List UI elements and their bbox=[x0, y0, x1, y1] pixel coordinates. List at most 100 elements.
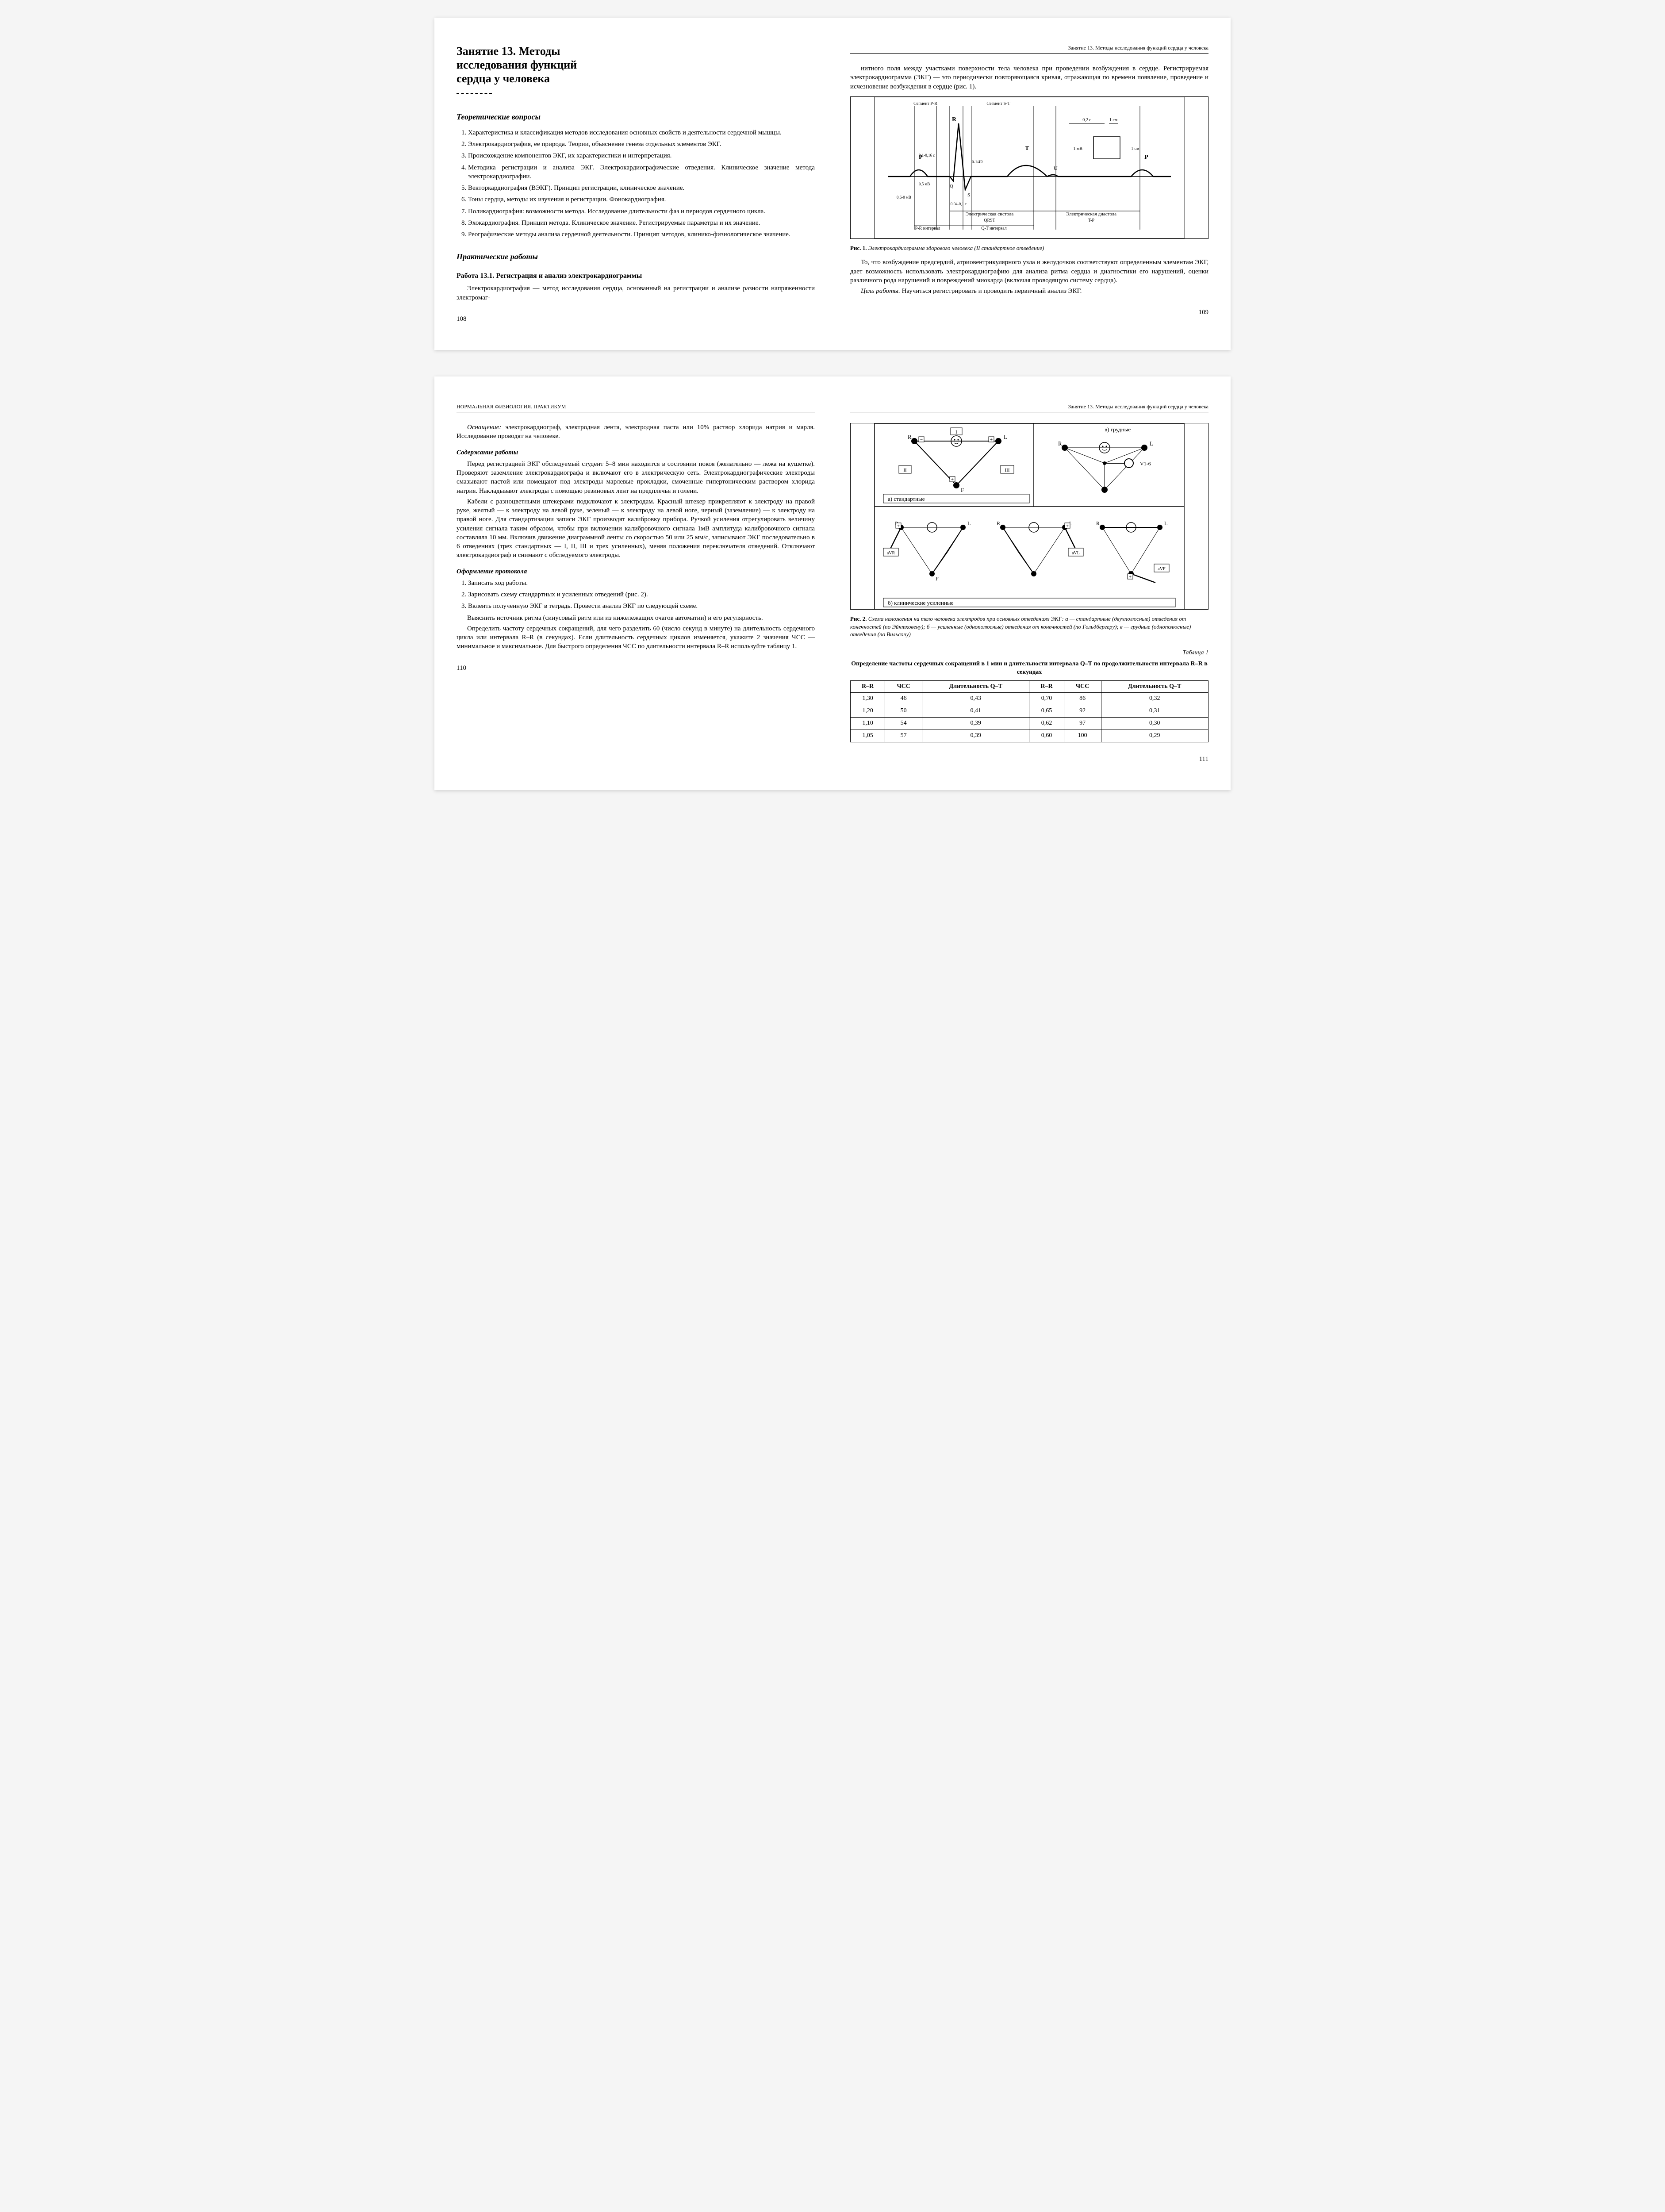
theory-item: Тоны сердца, методы их изучения и регист… bbox=[468, 195, 815, 204]
label: Электрическая диастола bbox=[1066, 211, 1116, 217]
figure-2-caption: Рис. 2. Схема наложения на тело человека… bbox=[850, 615, 1208, 638]
label: 0,2 с bbox=[1082, 118, 1091, 123]
label: R bbox=[952, 116, 957, 123]
equipment-paragraph: Оснащение: электрокардиограф, электродна… bbox=[457, 423, 815, 441]
running-head: Занятие 13. Методы исследования функций … bbox=[850, 44, 1208, 54]
td: 0,32 bbox=[1101, 693, 1208, 705]
work-title: Работа 13.1. Регистрация и анализ электр… bbox=[457, 271, 815, 281]
td: 50 bbox=[885, 705, 922, 718]
body-paragraph: Кабели с разноцветными штекерами подключ… bbox=[457, 497, 815, 560]
page-number: 111 bbox=[850, 755, 1208, 764]
label: aVL bbox=[1072, 551, 1080, 556]
lesson-title: Занятие 13. Методы исследования функций … bbox=[457, 44, 815, 86]
td: 1,05 bbox=[851, 730, 885, 742]
label: 0,5 мВ bbox=[919, 182, 930, 186]
label: R bbox=[997, 520, 1000, 526]
table-row: 1,10 54 0,39 0,62 97 0,30 bbox=[851, 718, 1208, 730]
th: R–R bbox=[1029, 680, 1064, 693]
th: ЧСС bbox=[1064, 680, 1101, 693]
label: L bbox=[1004, 434, 1007, 440]
table-label: Таблица 1 bbox=[850, 649, 1208, 657]
protocol-list: Записать ход работы. Зарисовать схему ст… bbox=[457, 579, 815, 611]
protocol-item: Записать ход работы. bbox=[468, 579, 815, 588]
table-title: Определение частоты сердечных сокращений… bbox=[850, 660, 1208, 677]
td: 1,10 bbox=[851, 718, 885, 730]
label: R bbox=[908, 434, 912, 440]
td: 0,62 bbox=[1029, 718, 1064, 730]
leads-diagram-svg: а) стандартные R L F bbox=[851, 423, 1208, 609]
work-intro: Электрокардиография — метод исследования… bbox=[457, 284, 815, 302]
label: V1-6 bbox=[1140, 461, 1151, 467]
body-paragraph: Определить частоту сердечных сокращений,… bbox=[457, 624, 815, 651]
td: 1,30 bbox=[851, 693, 885, 705]
figure-1-caption: Рис. 1. Рис. 1. Электрокардиограмма здор… bbox=[850, 244, 1208, 252]
page-number: 109 bbox=[850, 308, 1208, 317]
label: Q bbox=[950, 184, 953, 189]
page-number: 108 bbox=[457, 315, 815, 323]
td: 46 bbox=[885, 693, 922, 705]
caption-prefix: Рис. 2. bbox=[850, 615, 867, 622]
label: aVR bbox=[887, 551, 895, 556]
label: U bbox=[1054, 165, 1058, 171]
caption-prefix: Рис. 1. bbox=[850, 245, 867, 251]
ecg-diagram-svg: Сегмент P-R Сегмент S-T P R Q S T U P 0,… bbox=[851, 97, 1208, 238]
td: 0,29 bbox=[1101, 730, 1208, 742]
title-line: исследования функций bbox=[457, 58, 577, 71]
label: Сегмент P-R bbox=[913, 101, 937, 106]
td: 0,65 bbox=[1029, 705, 1064, 718]
table-row: 1,05 57 0,39 0,60 100 0,29 bbox=[851, 730, 1208, 742]
td: 86 bbox=[1064, 693, 1101, 705]
label: L bbox=[1164, 520, 1167, 526]
theory-item: Векторкардиография (ВЭКГ). Принцип регис… bbox=[468, 184, 815, 192]
td: 57 bbox=[885, 730, 922, 742]
protocol-item: Зарисовать схему стандартных и усиленных… bbox=[468, 590, 815, 599]
table-row: 1,20 50 0,41 0,65 92 0,31 bbox=[851, 705, 1208, 718]
label: 0-1/4R bbox=[972, 160, 983, 164]
label: 1 см bbox=[1109, 118, 1118, 123]
figure-2-leads: а) стандартные R L F bbox=[850, 423, 1208, 610]
label: R bbox=[1058, 440, 1062, 447]
label: P-R интервал bbox=[915, 226, 940, 231]
td: 1,20 bbox=[851, 705, 885, 718]
svg-text:+: + bbox=[897, 523, 900, 529]
th: ЧСС bbox=[885, 680, 922, 693]
label: 1 см bbox=[1131, 146, 1139, 151]
svg-text:−: − bbox=[920, 437, 923, 442]
table-head: R–R ЧСС Длительность Q–T R–R ЧСС Длитель… bbox=[851, 680, 1208, 693]
td: 97 bbox=[1064, 718, 1101, 730]
label: Сегмент S-T bbox=[986, 101, 1010, 106]
page-108: Занятие 13. Методы исследования функций … bbox=[457, 44, 815, 323]
td: 0,41 bbox=[922, 705, 1029, 718]
label: L bbox=[967, 520, 971, 526]
page-number: 110 bbox=[457, 664, 815, 672]
th: Длительность Q–T bbox=[1101, 680, 1208, 693]
theory-item: Характеристика и классификация методов и… bbox=[468, 128, 815, 137]
td: 0,39 bbox=[922, 718, 1029, 730]
theory-item: Электрокардиография, ее природа. Теории,… bbox=[468, 140, 815, 149]
figure-1-ecg: Сегмент P-R Сегмент S-T P R Q S T U P 0,… bbox=[850, 96, 1208, 239]
label: F bbox=[961, 487, 964, 493]
td: 54 bbox=[885, 718, 922, 730]
page-109: Занятие 13. Методы исследования функций … bbox=[850, 44, 1208, 323]
practical-heading: Практические работы bbox=[457, 251, 815, 262]
theory-item: Реографические методы анализа сердечной … bbox=[468, 230, 815, 239]
th: R–R bbox=[851, 680, 885, 693]
td: 0,31 bbox=[1101, 705, 1208, 718]
td: 100 bbox=[1064, 730, 1101, 742]
label: T bbox=[1025, 145, 1029, 152]
label: L bbox=[1150, 440, 1153, 447]
protocol-item: Вклеить полученную ЭКГ в тетрадь. Провес… bbox=[468, 602, 815, 611]
label: R bbox=[1096, 520, 1100, 526]
table-header-row: R–R ЧСС Длительность Q–T R–R ЧСС Длитель… bbox=[851, 680, 1208, 693]
protocol-heading: Оформление протокола bbox=[457, 567, 815, 576]
title-line: сердца у человека bbox=[457, 72, 550, 85]
td: 0,30 bbox=[1101, 718, 1208, 730]
label: aVF bbox=[1158, 567, 1166, 572]
label: а) стандартные bbox=[888, 495, 925, 502]
label: 0,04-0,1 с bbox=[951, 202, 967, 206]
body-paragraph: То, что возбуждение предсердий, атриовен… bbox=[850, 258, 1208, 285]
table-body: 1,30 46 0,43 0,70 86 0,32 1,20 50 0,41 0… bbox=[851, 693, 1208, 742]
spread-1: Занятие 13. Методы исследования функций … bbox=[434, 18, 1231, 350]
body-paragraph: Перед регистрацией ЭКГ обследуемый студе… bbox=[457, 460, 815, 495]
label: P bbox=[1144, 154, 1148, 161]
